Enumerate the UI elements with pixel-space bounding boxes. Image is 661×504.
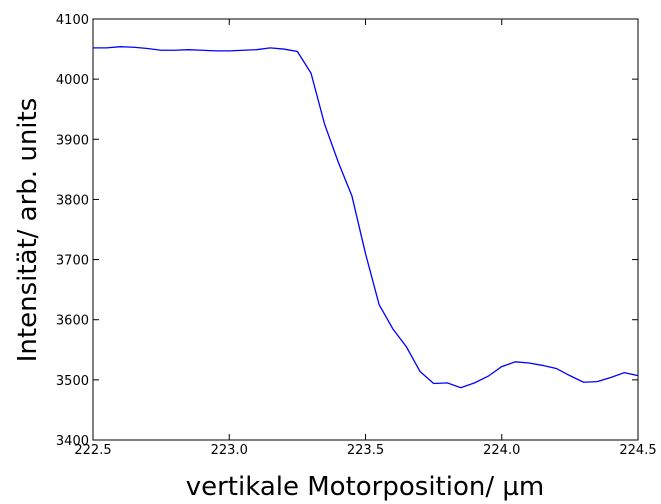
x-tick-label: 224.5: [619, 443, 656, 458]
x-axis-label: vertikale Motorposition/ µm: [186, 472, 545, 502]
y-tick-label: 3700: [56, 254, 89, 269]
y-tick-label: 3500: [56, 374, 89, 389]
x-tick-label: 223.0: [211, 443, 248, 458]
data-line: [93, 46, 639, 389]
x-tick-label: 223.5: [347, 443, 384, 458]
y-axis-label: Intensität/ arb. units: [13, 98, 43, 363]
y-tick-label: 3400: [56, 434, 89, 449]
y-tick-label: 3800: [56, 193, 89, 208]
y-tick-label: 3600: [56, 314, 89, 329]
plot-frame: [92, 18, 639, 441]
x-tick-label: 224.0: [483, 443, 520, 458]
x-tick-label: 222.5: [74, 443, 111, 458]
y-tick-label: 4000: [56, 73, 89, 88]
y-tick-label: 3900: [56, 133, 89, 148]
y-tick-label: 4100: [56, 13, 89, 28]
